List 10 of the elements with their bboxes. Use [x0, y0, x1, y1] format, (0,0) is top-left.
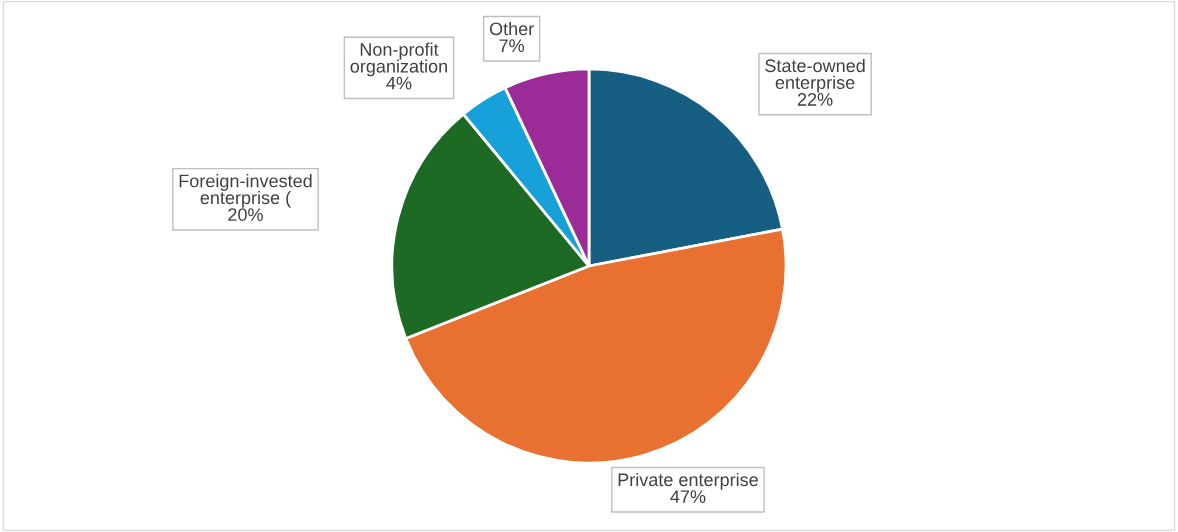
data-label: 22%	[797, 93, 833, 106]
slice-label: Private enterprise	[618, 472, 758, 490]
data-label: 4%	[386, 76, 412, 90]
data-label: 47%	[670, 490, 706, 503]
data-label: 7%	[499, 39, 525, 52]
slice-label: Non-profit organization	[350, 42, 447, 77]
slice-label: State-owned enterprise	[765, 58, 865, 93]
slice-label: Foreign-invested enterprise (	[179, 174, 312, 208]
data-label: 20%	[228, 208, 263, 221]
slice-label: Other	[489, 21, 534, 36]
